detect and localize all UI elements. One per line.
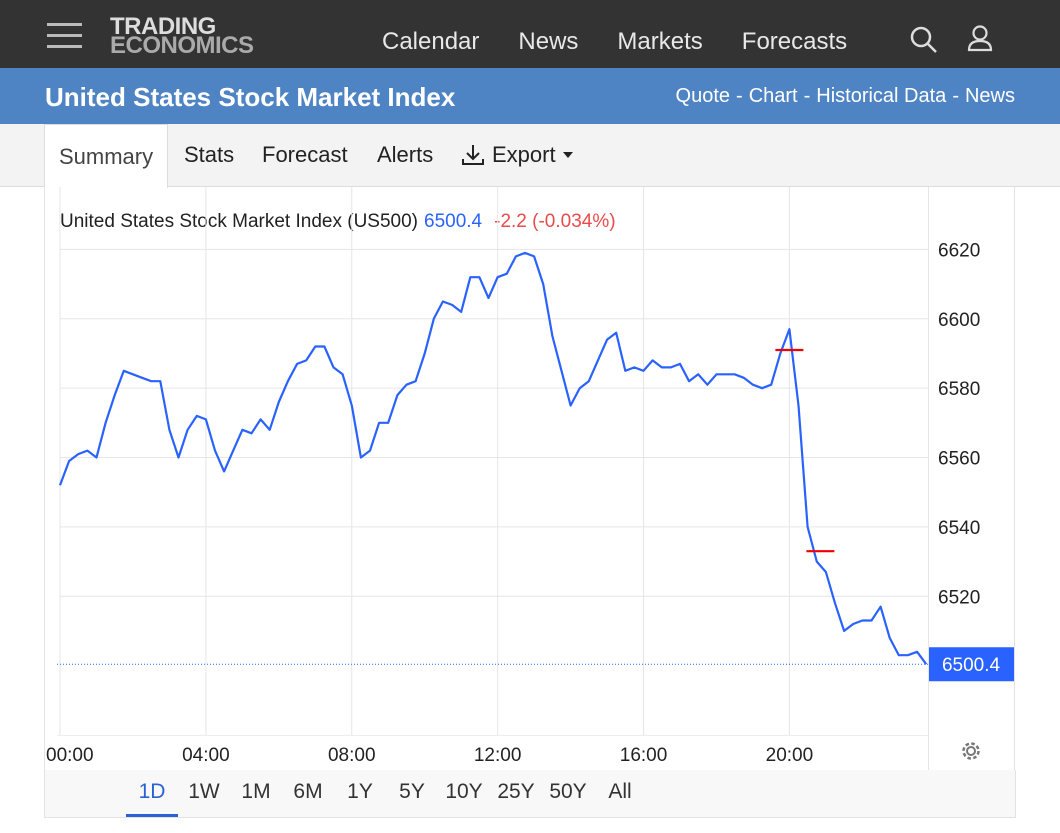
nav-link[interactable]: Markets	[617, 28, 703, 55]
nav-link[interactable]: Calendar	[382, 28, 480, 55]
x-tick-label: 16:00	[620, 745, 668, 766]
banner-link[interactable]: Historical Data	[816, 85, 947, 107]
range-button[interactable]: 5Y	[399, 780, 425, 803]
last-value-label: 6500.4	[942, 655, 1001, 676]
x-tick-label: 00:00	[46, 745, 94, 766]
settings-icon[interactable]	[962, 742, 980, 760]
range-button[interactable]: 10Y	[445, 780, 483, 803]
banner-link[interactable]: News	[964, 85, 1015, 107]
logo[interactable]: TRADING ECONOMICS	[110, 13, 254, 59]
search-icon[interactable]	[910, 26, 938, 54]
logo-line: ECONOMICS	[110, 32, 254, 59]
caret-icon	[562, 152, 573, 158]
nav-link[interactable]: News	[518, 28, 579, 55]
range-button[interactable]: All	[608, 780, 632, 803]
banner-link[interactable]: Chart	[748, 85, 798, 107]
price-line	[58, 251, 928, 665]
download-icon	[462, 145, 484, 165]
range-buttons: 1D 1W 1M 6M 1Y 5Y 10Y 25Y 50Y All	[126, 770, 646, 817]
tab-label: Forecast	[262, 142, 348, 167]
x-tick-label: 04:00	[182, 745, 230, 766]
tab-bar: Summary Stats Forecast Alerts Export	[0, 124, 1060, 188]
banner-links: Quote - Chart - Historical Data - News	[676, 85, 1015, 108]
last-value: 6500.4	[424, 211, 483, 232]
chart-title: United States Stock Market Index (US500)	[60, 211, 418, 232]
last-value-badge	[929, 647, 1014, 682]
banner-link[interactable]: Quote	[675, 85, 731, 107]
range-button[interactable]: 1M	[241, 780, 271, 803]
logo-line: TRADING	[110, 13, 216, 40]
link-separator: -	[803, 85, 811, 107]
range-button[interactable]: 1W	[188, 780, 220, 803]
tab[interactable]: Export	[460, 124, 574, 186]
y-tick-label: 6560	[938, 449, 980, 470]
tab-label: Export	[492, 142, 556, 167]
tab-label: Summary	[59, 143, 154, 169]
x-tick-label: 20:00	[766, 745, 814, 766]
tab-label: Alerts	[377, 142, 434, 167]
menu-icon[interactable]	[47, 22, 83, 50]
chart-heading: United States Stock Market Index (US500)…	[60, 211, 616, 232]
tab[interactable]: Stats	[184, 124, 234, 186]
top-bar: TRADING ECONOMICS Calendar News Markets Fore…	[0, 0, 1060, 68]
user-icon[interactable]	[966, 24, 994, 52]
range-button[interactable]: 50Y	[549, 780, 587, 803]
tab[interactable]: Alerts	[377, 124, 433, 186]
link-separator: -	[952, 85, 959, 107]
nav-link[interactable]: Forecasts	[741, 28, 848, 55]
nav: Calendar News Markets Forecasts	[382, 28, 847, 56]
y-tick-label: 6520	[938, 587, 980, 608]
x-tick-label: 12:00	[474, 745, 522, 766]
page-title: United States Stock Market Index	[45, 82, 456, 112]
range-button[interactable]: 25Y	[497, 780, 535, 803]
tab[interactable]: Summary	[44, 124, 169, 188]
range-button[interactable]: 1Y	[347, 780, 373, 803]
range-bar: 1D 1W 1M 6M 1Y 5Y 10Y 25Y 50Y All	[44, 770, 1016, 818]
y-tick-label: 6540	[938, 518, 980, 539]
banner: United States Stock Market Index Quote - C…	[0, 68, 1060, 124]
change: -2.2 (-0.034%)	[494, 211, 615, 232]
tab-label: Stats	[184, 142, 235, 167]
link-separator: -	[736, 85, 743, 107]
chart: United States Stock Market Index (US500)…	[44, 187, 1015, 770]
y-tick-label: 6600	[938, 310, 980, 331]
tab[interactable]: Forecast	[262, 124, 348, 186]
y-tick-label: 6620	[938, 240, 980, 261]
range-button[interactable]: 6M	[293, 780, 323, 803]
y-tick-label: 6580	[938, 379, 980, 400]
x-tick-label: 08:00	[328, 745, 376, 766]
range-button[interactable]: 1D	[126, 770, 178, 817]
